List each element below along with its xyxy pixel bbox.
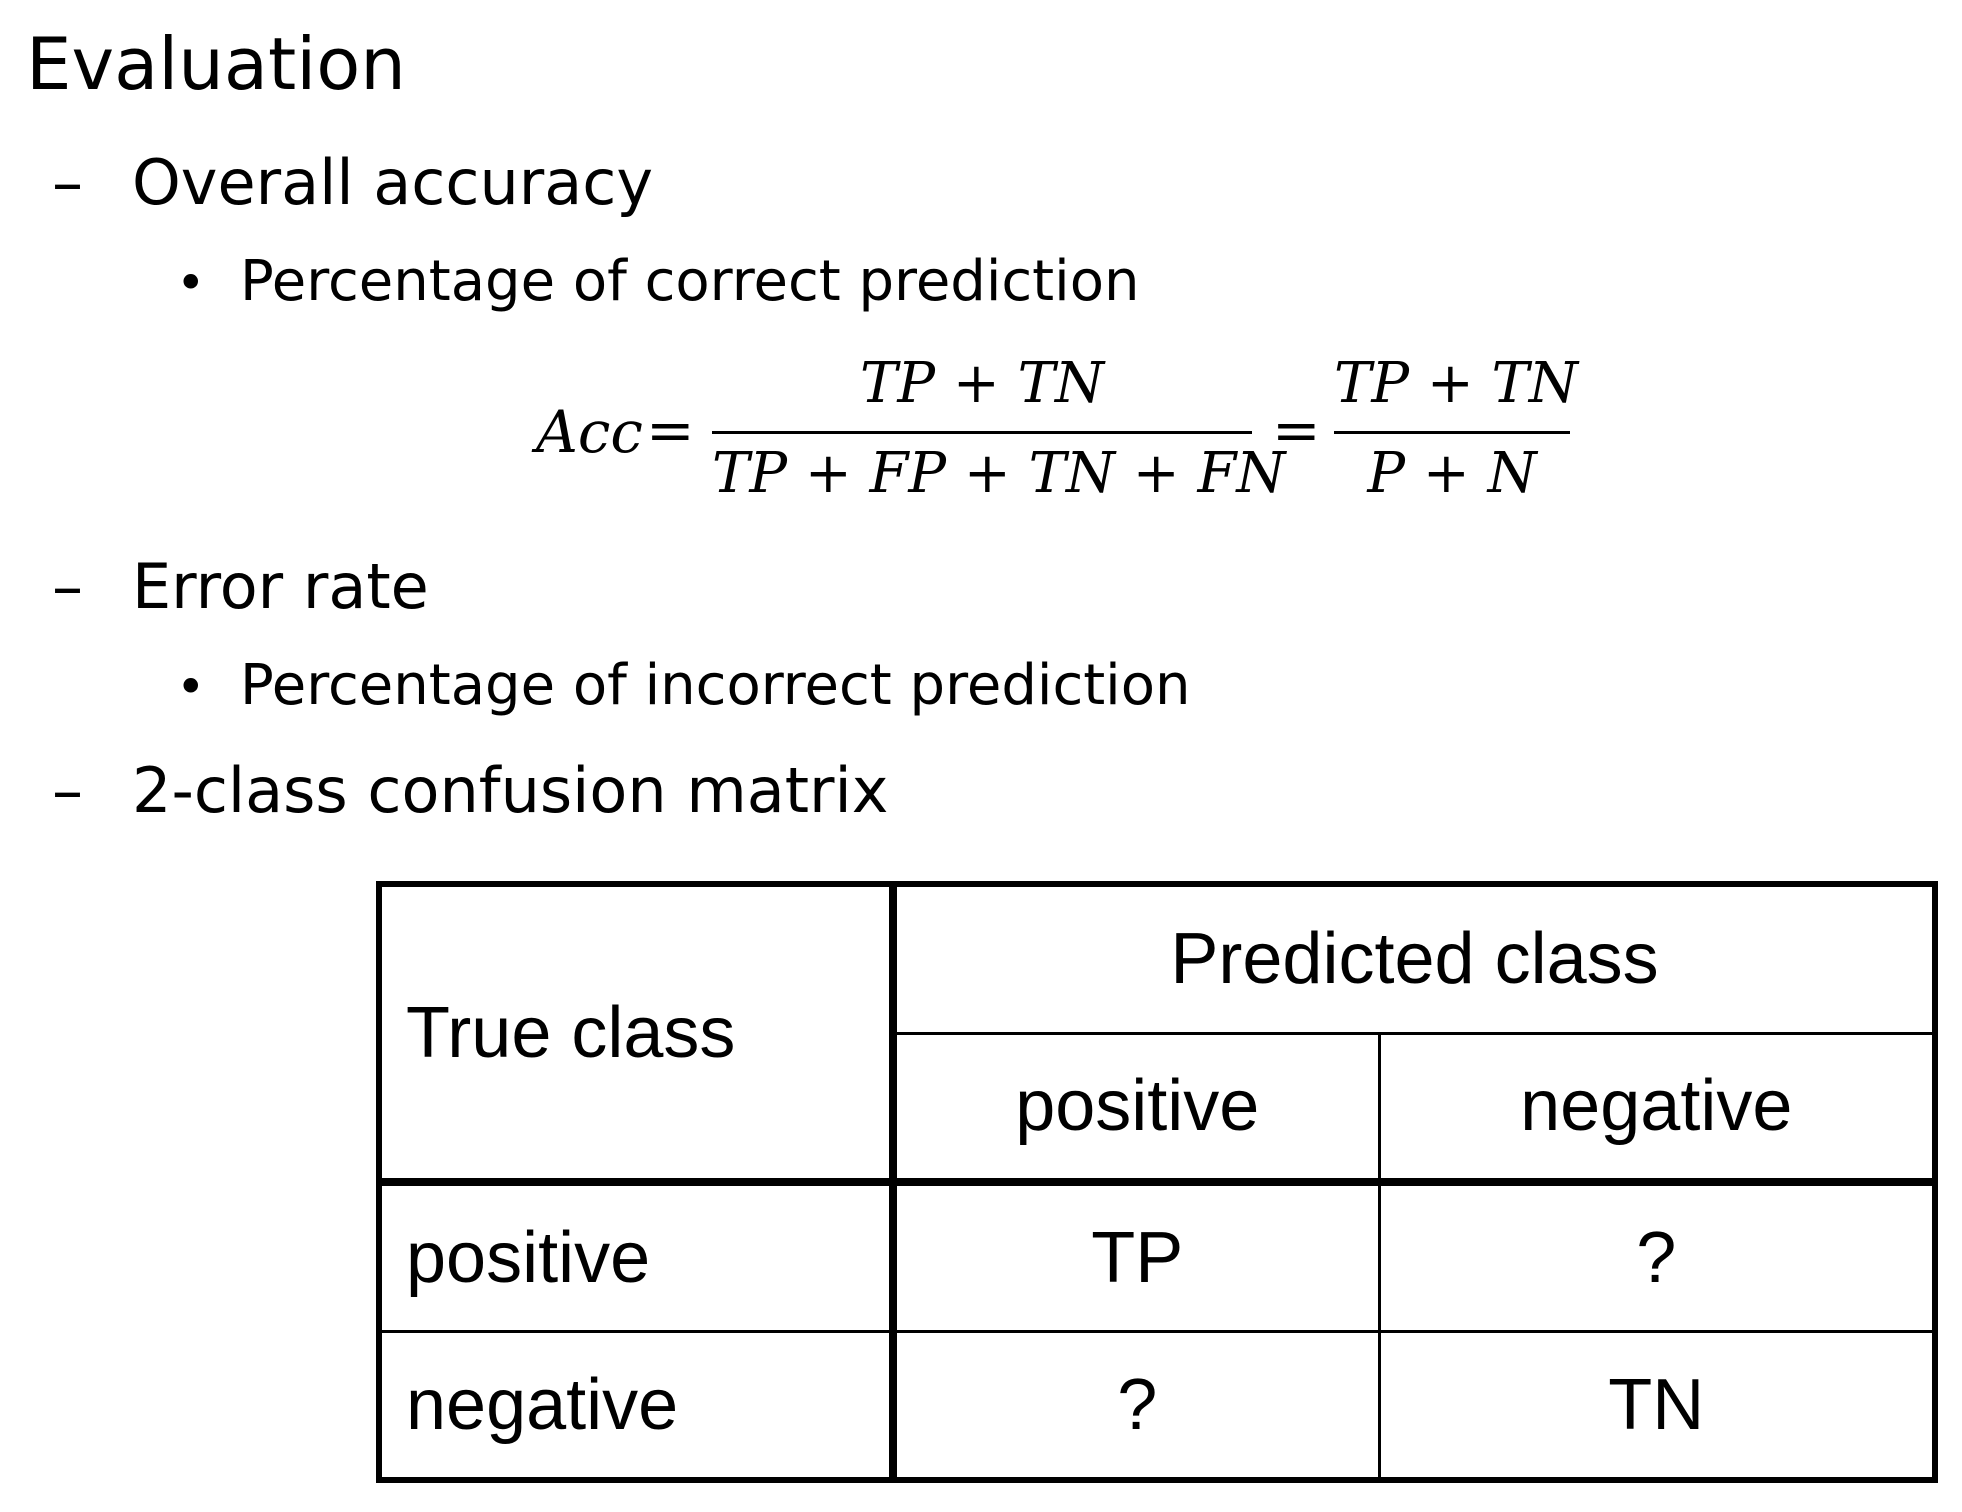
table-subheader-row: positive negative <box>379 1031 1938 1186</box>
fraction-2-denominator: P + N <box>1367 441 1537 506</box>
formula-equals-2: = <box>1272 396 1321 464</box>
confusion-matrix-table: True class Predicted class positive nega… <box>376 881 1938 1483</box>
dash-marker: – <box>52 146 83 219</box>
heading-overall-accuracy: Overall accuracy <box>132 146 654 219</box>
bullet-correct-prediction: Percentage of correct prediction <box>240 249 1140 314</box>
cell-false-positive: ? <box>891 1329 1381 1483</box>
bullet-incorrect-prediction: Percentage of incorrect prediction <box>240 653 1191 718</box>
table-header-row: True class Predicted class <box>376 881 1938 1186</box>
cell-false-negative: ? <box>1377 1180 1938 1333</box>
row-label-positive: positive <box>376 1180 897 1333</box>
heading-confusion-matrix: 2-class confusion matrix <box>132 754 889 827</box>
formula-equals-1: = <box>646 396 695 464</box>
page-title: Evaluation <box>26 22 406 106</box>
heading-error-rate: Error rate <box>132 550 429 623</box>
table-row: positive TP ? <box>376 1180 1938 1333</box>
fraction-1-denominator: TP + FP + TN + FN <box>712 441 1286 506</box>
bullet-marker: • <box>176 254 206 312</box>
table-row: negative ? TN <box>376 1329 1938 1483</box>
fraction-2-bar <box>1334 431 1570 434</box>
fraction-1-bar <box>712 431 1252 434</box>
dash-marker: – <box>52 550 83 623</box>
fraction-2-numerator: TP + TN <box>1334 351 1578 416</box>
row-label-negative: negative <box>376 1329 897 1483</box>
cell-true-negative: TN <box>1377 1329 1938 1483</box>
bullet-marker: • <box>176 658 206 716</box>
fraction-1-numerator: TP + TN <box>860 351 1104 416</box>
predicted-positive-header: positive <box>891 1031 1381 1186</box>
cell-true-positive: TP <box>891 1180 1381 1333</box>
predicted-negative-header: negative <box>1377 1031 1938 1186</box>
formula-lhs: Acc <box>536 398 643 466</box>
true-class-header: True class <box>376 881 897 1186</box>
predicted-class-header: Predicted class <box>891 881 1938 1035</box>
dash-marker: – <box>52 754 83 827</box>
